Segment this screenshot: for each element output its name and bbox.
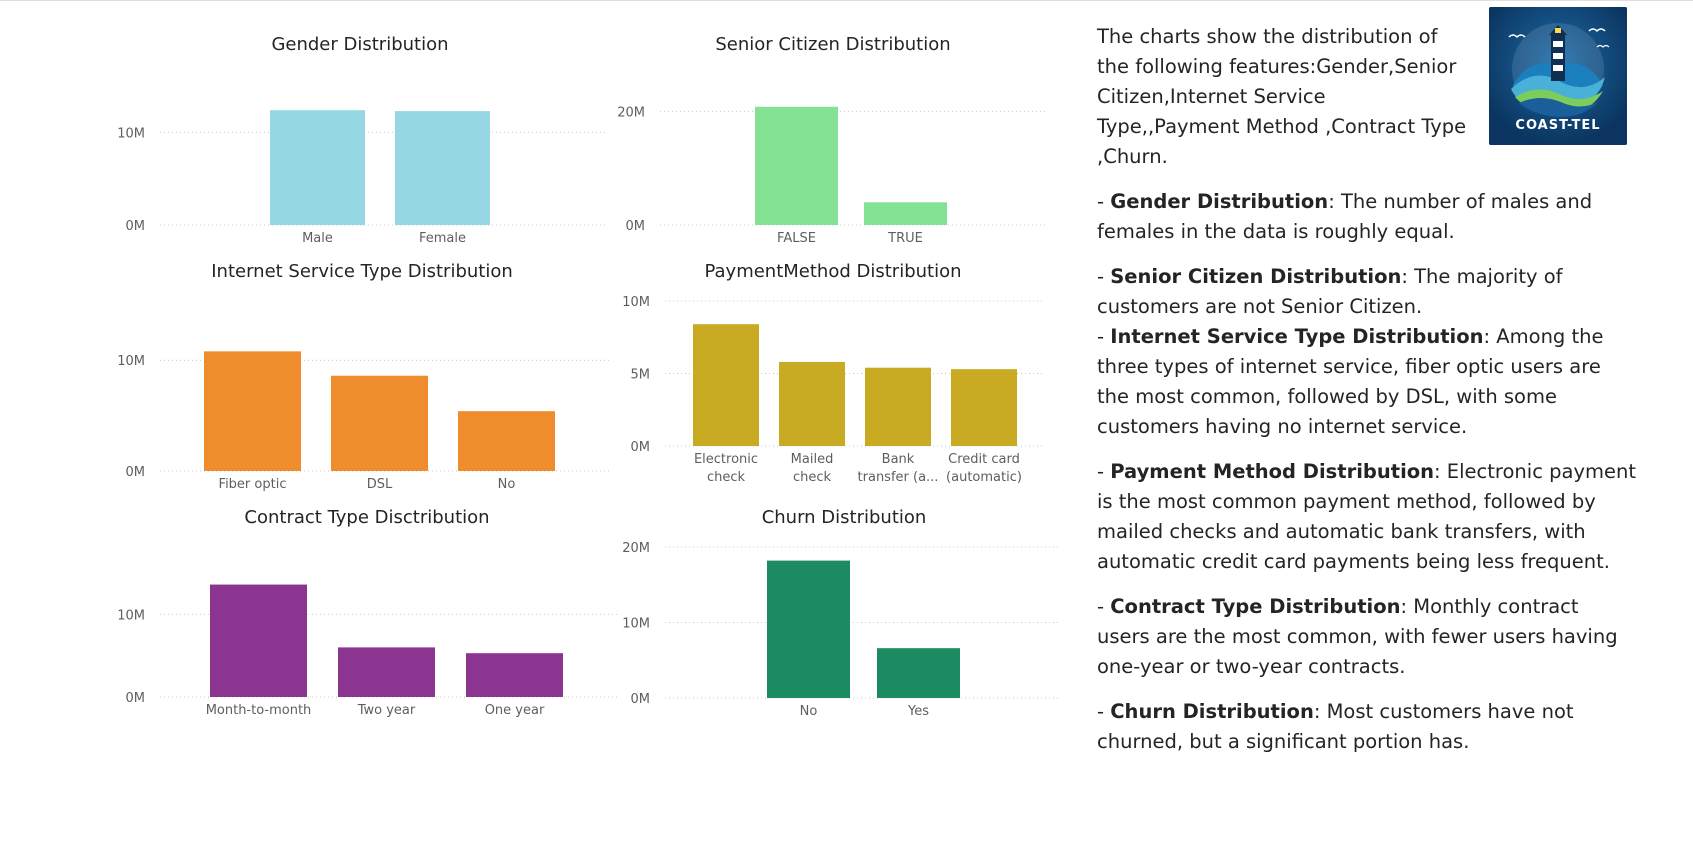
- bar[interactable]: [864, 202, 947, 225]
- insight-contract: - Contract Type Distribution: Monthly co…: [1097, 595, 1618, 678]
- insight-text: : The number of males and females in the…: [1097, 190, 1593, 243]
- insight-text: : Electronic payment is the most common …: [1097, 460, 1636, 573]
- insight-payment: - Payment Method Distribution: Electroni…: [1097, 460, 1636, 573]
- insight-internet: - Internet Service Type Distribution: Am…: [1097, 325, 1604, 438]
- y-tick-label: 20M: [622, 541, 650, 556]
- chart-payment: PaymentMethod Distribution 0M 5M 10M Electro…: [615, 255, 1045, 505]
- y-tick-label: 20M: [617, 105, 645, 120]
- x-tick-label: Yes: [907, 704, 929, 719]
- bar[interactable]: [779, 361, 845, 446]
- y-tick-label: 10M: [117, 126, 145, 141]
- x-tick-label: Female: [419, 231, 466, 246]
- x-tick-label: transfer (a...: [858, 470, 939, 485]
- x-tick-label: Male: [302, 231, 333, 246]
- chart-svg: Gender Distribution 0M 10M Male Female: [117, 34, 605, 246]
- bar[interactable]: [466, 653, 563, 697]
- chart-internet: Internet Service Type Distribution 0M 10M F…: [110, 255, 610, 492]
- bar[interactable]: [210, 584, 307, 697]
- insight-term: Internet Service Type Distribution: [1110, 325, 1484, 348]
- chart-svg: PaymentMethod Distribution 0M 5M 10M Electro…: [622, 261, 1045, 485]
- chart-svg: Contract Type Disctribution 0M 10M Month-to…: [117, 507, 620, 718]
- x-tick-label: Electronic: [694, 452, 758, 467]
- chart-svg: Churn Distribution 0M 10M 20M No Yes: [622, 507, 1060, 719]
- x-tick-label: One year: [485, 703, 545, 718]
- insight-churn: - Churn Distribution: Most customers hav…: [1097, 700, 1574, 753]
- x-tick-label: TRUE: [887, 231, 923, 246]
- logo-text: COAST-TEL: [1515, 118, 1601, 133]
- intro-text: The charts show the distribution of the …: [1097, 25, 1467, 168]
- y-tick-label: 10M: [117, 608, 145, 623]
- bar[interactable]: [767, 560, 850, 698]
- chart-senior: Senior Citizen Distribution 0M 20M FALSE TRU…: [615, 28, 1045, 258]
- insight-senior: - Senior Citizen Distribution: The major…: [1097, 265, 1563, 318]
- bar[interactable]: [877, 648, 960, 698]
- bar[interactable]: [951, 369, 1017, 446]
- y-tick-label: 5M: [631, 368, 651, 383]
- insights-panel: The charts show the distribution of the …: [1097, 22, 1637, 772]
- chart-title: Senior Citizen Distribution: [715, 34, 950, 55]
- x-tick-label: (automatic): [946, 470, 1022, 485]
- y-tick-label: 10M: [622, 295, 650, 310]
- x-tick-label: FALSE: [777, 231, 816, 246]
- chart-title: Gender Distribution: [271, 34, 448, 55]
- y-tick-label: 0M: [126, 465, 146, 480]
- chart-svg: Senior Citizen Distribution 0M 20M FALSE TRU…: [617, 34, 1045, 246]
- top-border: [0, 0, 1693, 1]
- y-tick-label: 0M: [126, 691, 146, 706]
- bar[interactable]: [458, 411, 555, 471]
- insight-term: Contract Type Distribution: [1110, 595, 1401, 618]
- bar[interactable]: [331, 375, 428, 471]
- x-tick-label: Fiber optic: [219, 477, 287, 492]
- chart-title: Churn Distribution: [762, 507, 927, 528]
- bar[interactable]: [395, 111, 490, 225]
- bar[interactable]: [338, 647, 435, 697]
- x-tick-label: DSL: [367, 477, 393, 492]
- chart-title: PaymentMethod Distribution: [704, 261, 961, 282]
- insight-gender: - Gender Distribution: The number of mal…: [1097, 190, 1593, 243]
- bar[interactable]: [865, 367, 931, 446]
- x-tick-label: Month-to-month: [206, 703, 312, 718]
- coast-tel-logo: COAST-TEL: [1489, 7, 1627, 145]
- x-tick-label: No: [498, 477, 516, 492]
- insight-text: : Monthly contract users are the most co…: [1097, 595, 1618, 678]
- bar[interactable]: [693, 324, 759, 446]
- y-tick-label: 0M: [631, 692, 651, 707]
- bar[interactable]: [755, 106, 838, 225]
- bar[interactable]: [270, 110, 365, 225]
- y-tick-label: 0M: [626, 219, 646, 234]
- insight-text: : Among the three types of internet serv…: [1097, 325, 1604, 438]
- insight-text: : The majority of customers are not Seni…: [1097, 265, 1563, 318]
- x-tick-label: No: [800, 704, 818, 719]
- x-tick-label: check: [793, 470, 832, 485]
- x-tick-label: Mailed: [791, 452, 834, 467]
- chart-gender: Gender Distribution 0M 10M Male Female: [110, 28, 605, 258]
- chart-churn: Churn Distribution 0M 10M 20M No Yes: [615, 501, 1060, 731]
- y-tick-label: 0M: [126, 219, 146, 234]
- chart-contract: Contract Type Disctribution 0M 10M Month-to…: [110, 501, 620, 731]
- insight-text: : Most customers have not churned, but a…: [1097, 700, 1574, 753]
- lighthouse-wave-logo-icon: [1489, 7, 1627, 145]
- chart-svg: Internet Service Type Distribution 0M 10M F…: [117, 261, 610, 492]
- insight-term: Payment Method Distribution: [1110, 460, 1435, 483]
- x-tick-label: Credit card: [948, 452, 1020, 467]
- bar[interactable]: [204, 351, 301, 471]
- x-tick-label: Two year: [357, 703, 416, 718]
- x-tick-label: check: [707, 470, 746, 485]
- insight-term: Gender Distribution: [1110, 190, 1329, 213]
- y-tick-label: 0M: [631, 440, 651, 455]
- insight-term: Senior Citizen Distribution: [1110, 265, 1402, 288]
- chart-title: Internet Service Type Distribution: [211, 261, 513, 282]
- x-tick-label: Bank: [882, 452, 915, 467]
- y-tick-label: 10M: [117, 354, 145, 369]
- chart-title: Contract Type Disctribution: [244, 507, 489, 528]
- y-tick-label: 10M: [622, 617, 650, 632]
- insight-term: Churn Distribution: [1110, 700, 1314, 723]
